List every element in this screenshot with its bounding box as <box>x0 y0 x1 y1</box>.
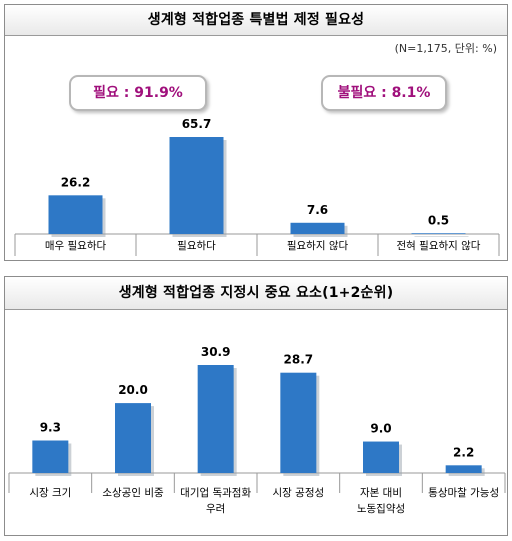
necessity-category-label: 필요하다 <box>177 239 216 252</box>
factor-category-label: 시장 공정성 <box>273 487 325 499</box>
factor-bar <box>32 440 69 473</box>
necessity-bar <box>48 195 103 234</box>
factor-category-label: 대기업 독과점화 <box>180 486 251 499</box>
factor-value-label: 9.0 <box>370 422 391 436</box>
chart-title: 생계형 적합업종 특별법 제정 필요성 <box>5 5 507 36</box>
necessity-category-label: 매우 필요하다 <box>45 239 107 252</box>
necessary-total-callout: 필요 : 91.9% <box>69 75 207 111</box>
factors-chart-panel: 생계형 적합업종 지정시 중요 요소(1+2순위) 9.3 시장 크기 20.0 소상… <box>4 276 508 536</box>
necessity-value-label: 0.5 <box>428 213 449 227</box>
unnecessary-total-callout: 불필요 : 8.1% <box>321 75 447 111</box>
sample-unit-note: (N=1,175, 단위: %) <box>394 42 497 55</box>
factor-category-label: 소상공인 비중 <box>102 487 164 499</box>
factor-bar <box>363 441 399 473</box>
factor-value-label: 9.3 <box>40 420 61 434</box>
factor-value-label: 30.9 <box>201 345 231 359</box>
factor-category-label: 우려 <box>206 503 225 515</box>
factor-bar <box>197 365 234 473</box>
necessity-value-label: 26.2 <box>61 175 91 189</box>
necessity-value-label: 65.7 <box>182 117 212 131</box>
necessity-bar-shadow <box>414 236 469 237</box>
necessity-category-label: 필요하지 않다 <box>287 239 349 252</box>
necessity-bar <box>169 137 224 234</box>
factor-value-label: 28.7 <box>284 353 314 367</box>
necessity-chart-panel: 생계형 적합업종 특별법 제정 필요성 (N=1,175, 단위: %) 필요 … <box>4 4 508 261</box>
necessity-bar <box>290 222 345 234</box>
factor-bar <box>445 465 482 473</box>
factor-category-label: 통상마찰 가능성 <box>428 487 499 499</box>
factor-bar <box>115 403 151 473</box>
chart-title: 생계형 적합업종 지정시 중요 요소(1+2순위) <box>5 277 507 310</box>
factor-bar <box>280 372 317 473</box>
factor-value-label: 20.0 <box>118 383 148 397</box>
factor-category-label: 자본 대비 <box>360 487 402 499</box>
necessity-category-label: 전혀 필요하지 않다 <box>397 239 481 252</box>
factor-value-label: 2.2 <box>453 445 474 459</box>
necessity-bar-chart: 26.2 매우 필요하다 65.7 필요하다 7.6 필요하지 않다 0.5 전혀 필요하지 … <box>14 117 500 256</box>
factor-category-label: 시장 크기 <box>29 487 71 499</box>
necessity-bar <box>411 233 466 234</box>
factor-category-label: 노동집약성 <box>357 503 405 515</box>
necessity-value-label: 7.6 <box>307 203 328 217</box>
